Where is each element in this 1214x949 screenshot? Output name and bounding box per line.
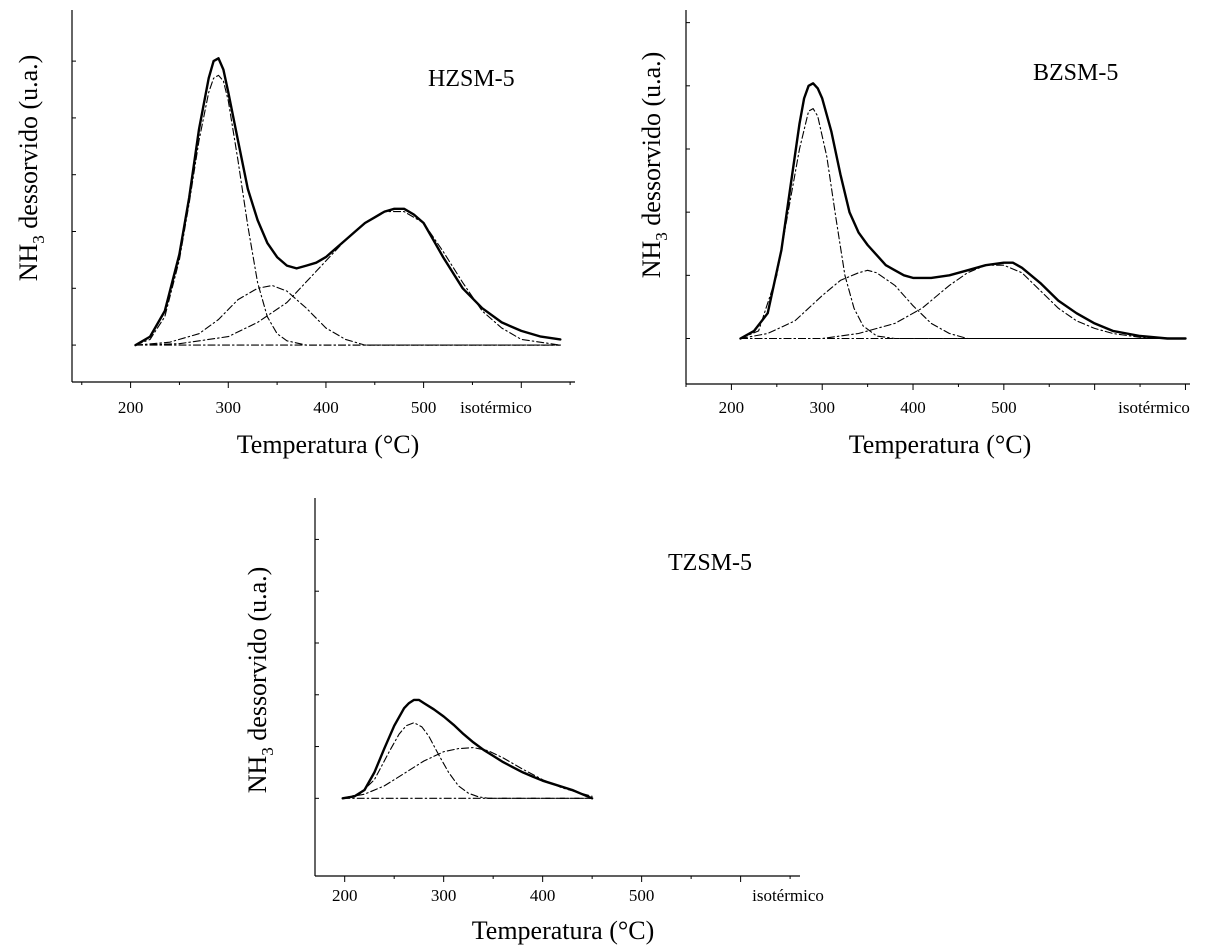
series-line-fit-4 — [134, 211, 561, 346]
panel-label: HZSM-5 — [428, 66, 515, 92]
series-line-measured-1 — [134, 57, 562, 347]
x-isothermal-label: isotérmico — [1118, 398, 1190, 417]
series-line-measured-1 — [341, 698, 594, 800]
x-tick-label: 300 — [809, 398, 835, 417]
panel-label: BZSM-5 — [1033, 60, 1118, 86]
x-tick-label: 400 — [530, 886, 556, 905]
series-line-measured-1 — [739, 82, 1187, 340]
x-axis-title: Temperatura (°C) — [472, 916, 655, 945]
series-line-fit-2 — [342, 722, 593, 799]
x-tick-label: 400 — [313, 398, 339, 417]
x-tick-label: 400 — [900, 398, 926, 417]
x-tick-label: 500 — [991, 398, 1017, 417]
series-line-fit-2 — [134, 74, 561, 346]
series-line-fit-3 — [134, 284, 561, 346]
y-axis-title: NH3 dessorvido (u.a.) — [14, 55, 48, 282]
series-line-fit-3 — [342, 747, 593, 799]
y-axis-title: NH3 dessorvido (u.a.) — [243, 567, 277, 794]
x-tick-label: 500 — [629, 886, 655, 905]
x-tick-label: 200 — [332, 886, 358, 905]
series-line-fit-3 — [739, 269, 1187, 340]
series-line-fit-2 — [739, 108, 1187, 340]
x-tick-label: 200 — [118, 398, 144, 417]
x-isothermal-label: isotérmico — [460, 398, 532, 417]
series-line-fit-4 — [739, 264, 1187, 340]
x-axis-title: Temperatura (°C) — [237, 430, 420, 459]
x-tick-label: 300 — [431, 886, 457, 905]
x-isothermal-label: isotérmico — [752, 886, 824, 905]
chart-panel-2: 200 300 400 500 isotérmico Temperatura (°C) NH… — [637, 10, 1190, 459]
x-tick-label: 500 — [411, 398, 437, 417]
chart-panel-3: 200 300 400 500 isotérmico Temperatura (°C) NH… — [243, 498, 824, 945]
x-axis-title: Temperatura (°C) — [849, 430, 1032, 459]
y-axis-title: NH3 dessorvido (u.a.) — [637, 52, 671, 279]
panel-label: TZSM-5 — [668, 550, 752, 576]
chart-panel-1: 200 300 400 500 isotérmico Temperatura (°C) NH… — [14, 10, 575, 459]
x-tick-label: 200 — [719, 398, 745, 417]
x-tick-label: 300 — [216, 398, 242, 417]
